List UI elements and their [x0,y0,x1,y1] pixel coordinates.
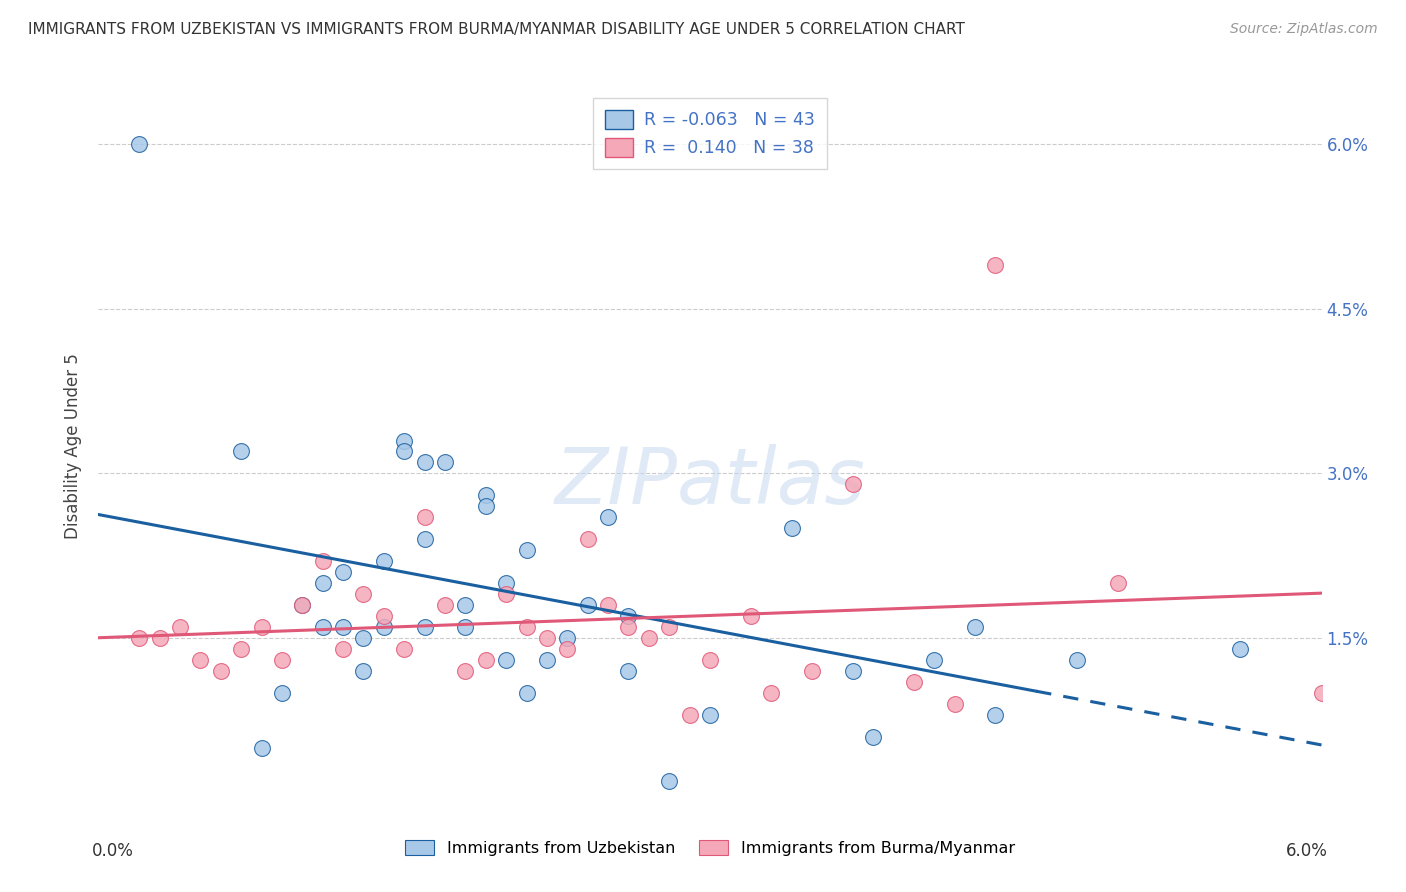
Point [128,137,150,152]
Point [516,543,538,558]
Point [495,576,517,591]
Point [188,653,212,667]
Point [250,740,273,755]
Point [128,631,150,645]
Point [555,642,579,657]
Point [373,609,395,624]
Point [270,686,292,700]
Point [332,642,354,657]
Point [291,598,314,612]
Point [699,653,721,667]
Point [598,510,620,524]
Point [332,566,354,580]
Point [598,598,620,612]
Point [454,664,477,678]
Point [780,521,803,535]
Point [474,500,498,514]
Point [761,686,783,700]
Point [536,653,558,667]
Point [373,554,395,568]
Y-axis label: Disability Age Under 5: Disability Age Under 5 [65,353,83,539]
Point [617,620,640,634]
Point [1107,576,1129,591]
Point [413,620,436,634]
Point [495,653,517,667]
Point [352,587,374,601]
Point [413,533,436,547]
Point [903,675,925,690]
Point [637,631,661,645]
Point [392,642,416,657]
Point [433,598,456,612]
Point [392,434,416,448]
Legend: R = -0.063   N = 43, R =  0.140   N = 38: R = -0.063 N = 43, R = 0.140 N = 38 [593,98,827,169]
Point [516,686,538,700]
Point [495,587,517,601]
Point [1310,686,1333,700]
Point [658,620,681,634]
Point [699,708,721,723]
Text: ZIPatlas: ZIPatlas [554,443,866,520]
Point [740,609,762,624]
Point [433,455,456,469]
Point [576,598,599,612]
Point [984,708,1007,723]
Text: 6.0%: 6.0% [1286,842,1327,860]
Point [454,598,477,612]
Point [658,773,681,788]
Point [413,455,436,469]
Point [801,664,824,678]
Point [555,631,579,645]
Point [209,664,232,678]
Point [231,444,253,458]
Point [231,642,253,657]
Point [516,620,538,634]
Point [413,510,436,524]
Point [474,488,498,502]
Point [332,620,354,634]
Point [169,620,191,634]
Point [841,664,863,678]
Point [1066,653,1088,667]
Point [311,576,335,591]
Point [392,444,416,458]
Point [617,609,640,624]
Point [311,554,335,568]
Text: IMMIGRANTS FROM UZBEKISTAN VS IMMIGRANTS FROM BURMA/MYANMAR DISABILITY AGE UNDER: IMMIGRANTS FROM UZBEKISTAN VS IMMIGRANTS… [28,22,965,37]
Point [352,664,374,678]
Point [1229,642,1251,657]
Point [454,620,477,634]
Point [963,620,986,634]
Point [841,477,863,491]
Text: 0.0%: 0.0% [93,842,134,860]
Point [474,653,498,667]
Text: Source: ZipAtlas.com: Source: ZipAtlas.com [1230,22,1378,37]
Point [291,598,314,612]
Point [250,620,273,634]
Point [862,730,884,744]
Point [149,631,172,645]
Point [679,708,702,723]
Point [373,620,395,634]
Point [922,653,945,667]
Point [984,258,1007,272]
Point [536,631,558,645]
Point [311,620,335,634]
Point [352,631,374,645]
Point [576,533,599,547]
Point [617,664,640,678]
Point [943,697,966,711]
Point [270,653,292,667]
